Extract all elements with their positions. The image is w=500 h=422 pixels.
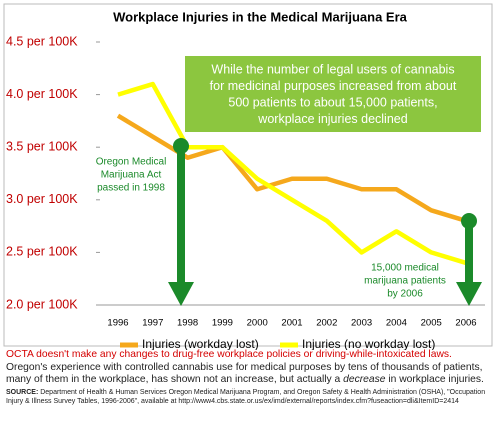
footer-text: in workplace injuries. [385,374,484,385]
source: SOURCE: Department of Health & Human Ser… [6,388,496,406]
chart-title: Workplace Injuries in the Medical Mariju… [113,9,408,24]
x-tick-label: 1998 [177,318,198,329]
annotation-box-text: for medicinal purposes increased from ab… [210,79,457,93]
footer-emphasis: decrease [343,374,386,385]
series-line [117,81,467,266]
annotation-text: passed in 1998 [97,183,165,194]
y-tick-label: 4.5 per 100K [6,34,78,48]
footer: OCTA doesn't make any changes to drug-fr… [6,349,496,406]
y-tick-label: 4.0 per 100K [6,87,78,101]
x-tick-label: 2003 [351,318,372,329]
annotation-box-text: workplace injuries declined [257,112,407,126]
source-text: Department of Health & Human Services Or… [6,388,486,405]
x-tick-label: 1996 [107,318,128,329]
footer-red-text: OCTA doesn't make any changes to drug-fr… [6,349,452,360]
x-tick-label: 2005 [421,318,442,329]
x-tick-label: 2002 [316,318,337,329]
x-tick-label: 1999 [212,318,233,329]
y-tick-label: 2.5 per 100K [6,245,78,259]
annotation-arrow-head [168,282,194,306]
annotation-box-text: 500 patients to about 15,000 patients, [228,95,437,109]
x-tick-label: 2001 [281,318,302,329]
x-tick-label: 2004 [386,318,407,329]
annotation-dot [173,138,189,154]
chart-border [3,3,493,347]
chart: Workplace Injuries in the Medical Mariju… [3,3,493,350]
annotation-dot [461,213,477,229]
source-label: SOURCE: [6,388,39,396]
legend-label: Injuries (no workday lost) [302,337,435,350]
x-tick-label: 2000 [247,318,268,329]
annotation-text: 15,000 medical [371,263,439,274]
annotation-text: Oregon Medical [96,157,167,168]
legend-label: Injuries (workday lost) [142,337,259,350]
annotation-text: marijuana patients [364,276,446,287]
y-tick-label: 3.5 per 100K [6,139,78,153]
x-tick-label: 2006 [455,318,476,329]
annotation-box-text: While the number of legal users of canna… [211,62,454,76]
annotation-text: by 2006 [387,289,423,300]
annotation-text: Marijuana Act [101,170,162,181]
y-tick-label: 3.0 per 100K [6,192,78,206]
x-tick-label: 1997 [142,318,163,329]
footer-text: Oregon's experience with controlled cann… [6,361,483,386]
annotation-box [185,56,481,132]
annotation-arrow-head [456,282,482,306]
y-tick-label: 2.0 per 100K [6,297,78,311]
